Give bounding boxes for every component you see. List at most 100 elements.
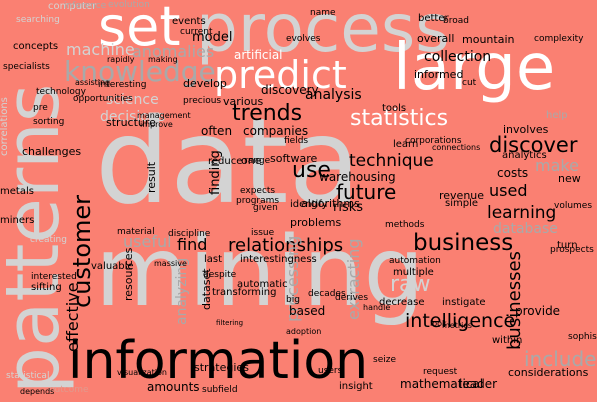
cloud-word: effective [63, 282, 82, 352]
cloud-word: name [310, 8, 336, 18]
cloud-word: make [535, 156, 579, 175]
cloud-word: relationships [228, 235, 344, 256]
cloud-word: technique [349, 151, 434, 171]
cloud-word: look [430, 319, 447, 328]
cloud-word: inference [64, 1, 107, 11]
cloud-word: broad [443, 16, 469, 26]
cloud-word: users [318, 366, 343, 376]
cloud-word: better [418, 13, 449, 24]
cloud-word: informed [414, 68, 464, 81]
cloud-word: strategies [194, 361, 249, 374]
cloud-word: information [68, 331, 369, 391]
cloud-word: expects [240, 186, 276, 196]
cloud-word: find [177, 235, 208, 254]
cloud-word: complexity [534, 34, 584, 44]
cloud-word: mountain [462, 33, 515, 46]
cloud-word: technology [36, 87, 86, 97]
cloud-word: outcome [49, 385, 89, 395]
cloud-word: discover [489, 133, 578, 157]
cloud-word: use [292, 158, 331, 183]
cloud-word: warehousing [319, 170, 396, 184]
cloud-word: computer [48, 1, 97, 12]
cloud-word: large [393, 31, 556, 105]
cloud-word: interestingness [240, 254, 317, 265]
cloud-word: leader [459, 377, 498, 391]
cloud-word: knowledge [64, 55, 216, 88]
cloud-word: transforming [212, 287, 277, 298]
cloud-word: companies [243, 124, 309, 138]
cloud-word: learning [487, 203, 557, 223]
cloud-word: automatic [237, 279, 288, 290]
cloud-word: given [253, 203, 278, 213]
cloud-word: costs [497, 166, 529, 180]
cloud-word: connections [432, 143, 481, 152]
cloud-word: machine [66, 40, 135, 59]
cloud-word: interested [31, 272, 77, 282]
cloud-word: cut [462, 78, 477, 88]
cloud-word: volumes [554, 201, 593, 211]
cloud-word: range [244, 156, 271, 166]
cloud-word: last [204, 254, 223, 265]
cloud-word: based [289, 304, 326, 318]
cloud-word: metals [0, 186, 34, 197]
cloud-word: current [180, 27, 213, 37]
cloud-word: involves [503, 123, 549, 136]
cloud-word: process [196, 0, 450, 67]
cloud-word: include [524, 347, 597, 371]
cloud-word: management [137, 111, 191, 120]
cloud-word: mining [95, 216, 425, 328]
cloud-word: one [241, 154, 262, 167]
cloud-word: reduce [208, 156, 243, 167]
cloud-word: within [492, 335, 523, 346]
cloud-word: big [286, 295, 300, 305]
cloud-word: business [413, 230, 514, 256]
cloud-word: useful [123, 232, 172, 251]
cloud-word: often [201, 124, 233, 138]
cloud-word: opportunities [73, 94, 133, 104]
cloud-word: fields [284, 136, 309, 146]
cloud-word: analysis [305, 87, 362, 103]
cloud-word: sorting [33, 117, 65, 127]
cloud-word: overall [417, 32, 455, 45]
cloud-word: various [223, 95, 264, 108]
cloud-word: valuable [91, 261, 134, 272]
cloud-word: seize [373, 355, 396, 365]
cloud-word: depends [20, 387, 55, 396]
cloud-word: identify [290, 199, 328, 210]
cloud-word: learn [393, 139, 419, 150]
cloud-word: metrics [442, 321, 472, 330]
cloud-word: revenue [439, 189, 485, 202]
cloud-word: raw [390, 272, 431, 297]
cloud-word: finding [208, 150, 223, 195]
cloud-word: request [423, 367, 458, 377]
cloud-word: creating [30, 235, 67, 245]
cloud-word: analytics [502, 150, 547, 161]
cloud-word: mathematical [400, 377, 484, 391]
cloud-word: material [117, 227, 155, 237]
cloud-word: data [95, 92, 361, 230]
cloud-word: methods [385, 220, 425, 230]
cloud-word: decisions [100, 109, 166, 125]
cloud-word: despite [203, 270, 237, 280]
cloud-word: sifting [31, 282, 62, 293]
cloud-word: automation [389, 256, 441, 266]
cloud-word: tools [382, 103, 407, 114]
cloud-word: discovery [261, 83, 319, 97]
cloud-word: considerations [508, 366, 589, 379]
cloud-word: model [192, 30, 233, 45]
cloud-word: challenges [22, 145, 82, 158]
cloud-word: database [493, 221, 558, 237]
cloud-word: trends [232, 101, 303, 126]
cloud-word: structure [106, 116, 156, 129]
cloud-word: amounts [147, 380, 200, 394]
cloud-word: problems [290, 216, 342, 229]
cloud-word: assisting [75, 78, 111, 87]
cloud-word: simple [445, 198, 479, 209]
cloud-word: help [546, 110, 568, 121]
cloud-word: improve [140, 120, 173, 129]
cloud-word: statistical [6, 371, 50, 381]
cloud-word: insight [339, 381, 373, 392]
cloud-word: miners [0, 215, 35, 226]
cloud-word: instigate [442, 297, 486, 308]
